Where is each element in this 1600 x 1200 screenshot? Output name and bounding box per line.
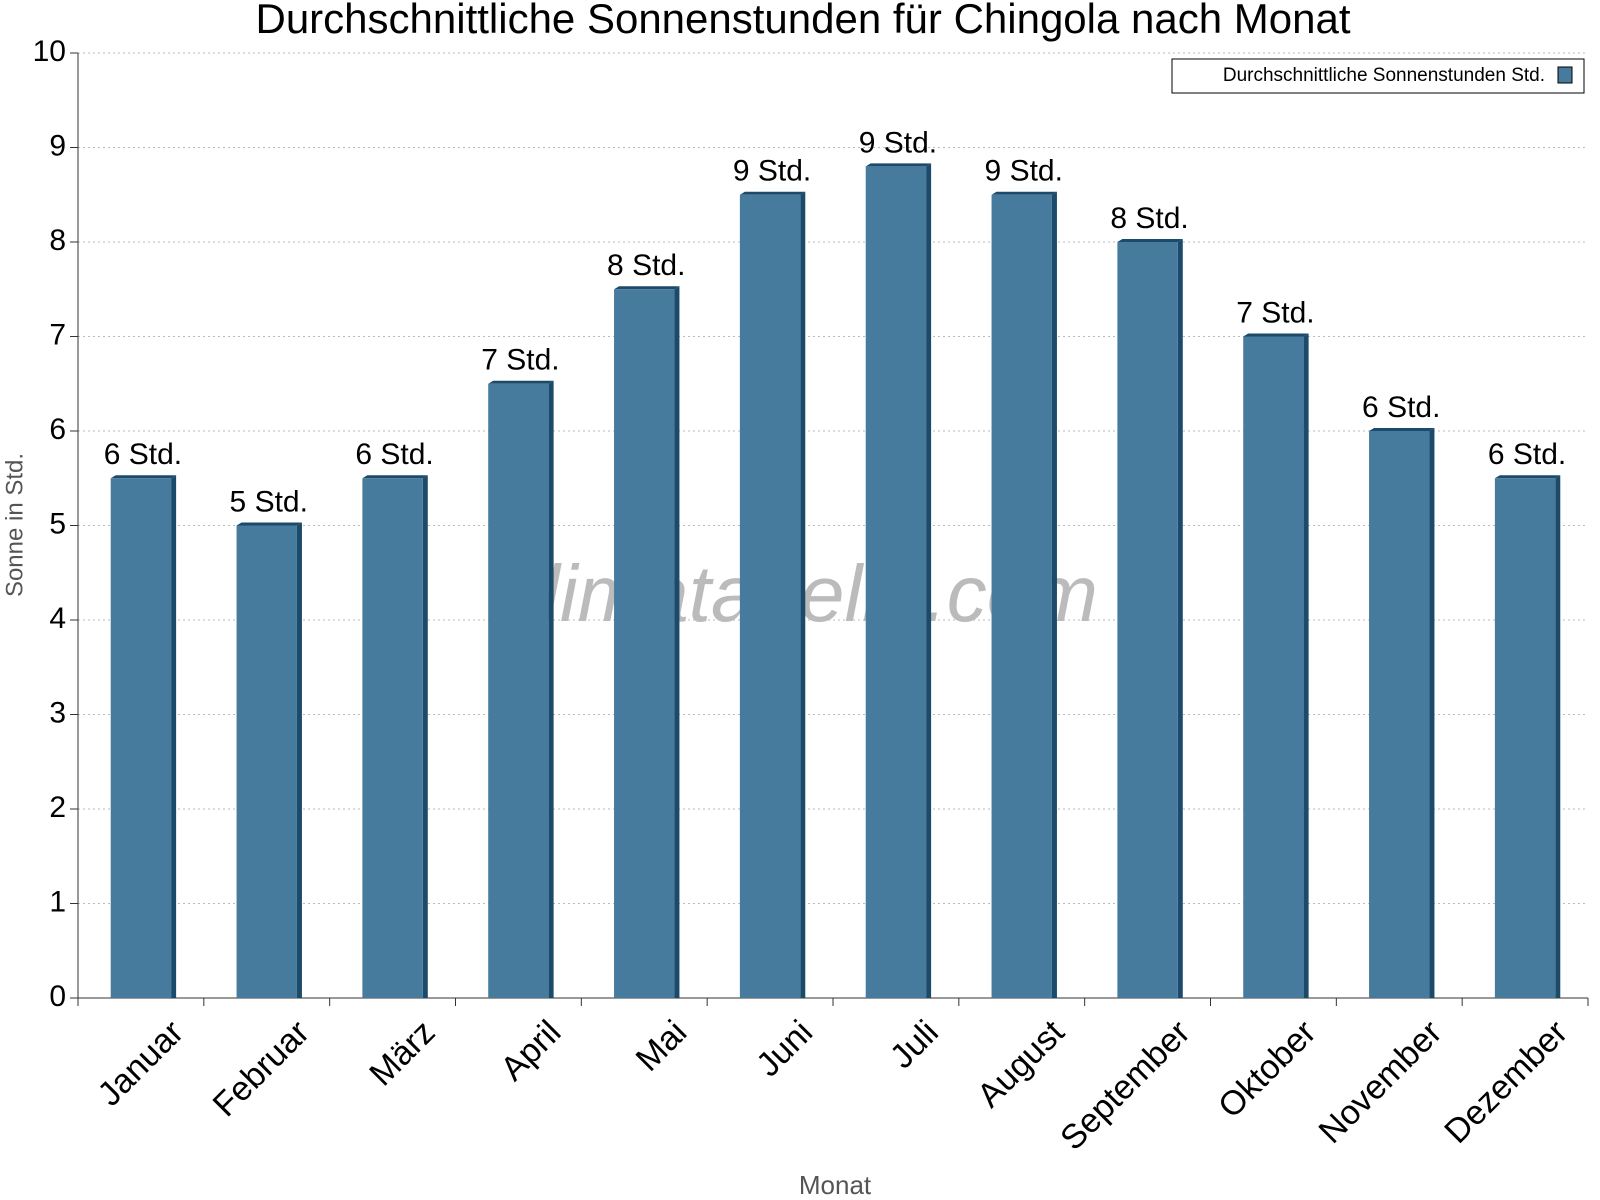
bar-side xyxy=(1555,475,1561,998)
x-tick-label: Dezember xyxy=(1437,1013,1575,1151)
bar-top xyxy=(739,191,806,195)
y-tick-label: 9 xyxy=(49,129,66,162)
x-tick-label: September xyxy=(1053,1013,1197,1157)
value-label: 8 Std. xyxy=(1110,202,1188,235)
y-tick-label: 8 xyxy=(49,224,66,257)
bar-side xyxy=(1051,191,1057,998)
legend-box xyxy=(1171,58,1585,94)
bar-side xyxy=(800,191,806,998)
bar-top xyxy=(1369,428,1435,431)
x-axis-label: Monat xyxy=(799,1170,872,1200)
x-tick-label: Juli xyxy=(883,1013,946,1076)
bar-top xyxy=(362,475,428,479)
y-tick-label: 5 xyxy=(49,507,66,540)
bar xyxy=(488,383,549,998)
value-label: 5 Std. xyxy=(230,485,308,518)
bar-top xyxy=(865,163,932,167)
value-label: 7 Std. xyxy=(1236,296,1314,329)
bar xyxy=(1243,336,1304,998)
y-axis-label: Sonne in Std. xyxy=(1,453,28,597)
bar-side xyxy=(1303,333,1309,998)
bar-top xyxy=(110,475,177,479)
bar-top xyxy=(614,286,680,290)
x-tick-label: Januar xyxy=(91,1013,191,1113)
x-tick-label: April xyxy=(493,1013,568,1088)
y-tick-label: 7 xyxy=(49,318,66,351)
x-tick-label: August xyxy=(970,1013,1072,1115)
bar xyxy=(1494,478,1556,998)
bar-side xyxy=(422,475,428,998)
value-label: 8 Std. xyxy=(607,249,685,282)
value-label: 6 Std. xyxy=(355,438,433,471)
bar-side xyxy=(1429,428,1435,998)
x-tick-label: Oktober xyxy=(1211,1013,1323,1125)
bar-side xyxy=(171,475,177,998)
legend: Durchschnittliche Sonnenstunden Std. xyxy=(1171,58,1585,94)
value-label: 9 Std. xyxy=(733,155,811,188)
value-label: 6 Std. xyxy=(1488,438,1566,471)
bar xyxy=(362,478,423,998)
y-tick-label: 6 xyxy=(49,413,66,446)
bar-top xyxy=(236,522,302,526)
value-label: 6 Std. xyxy=(1362,391,1440,424)
bar-top xyxy=(1494,475,1561,479)
y-tick-label: 4 xyxy=(49,602,66,635)
bar xyxy=(739,194,801,998)
y-tick-label: 3 xyxy=(49,696,66,729)
bar xyxy=(110,478,172,998)
x-tick-label: März xyxy=(362,1013,442,1093)
x-tick-label: Juni xyxy=(749,1013,820,1084)
bar-side xyxy=(296,522,302,998)
bar-top xyxy=(991,191,1057,195)
bar-side xyxy=(1177,239,1183,998)
y-tick-label: 0 xyxy=(49,980,66,1013)
y-tick-label: 10 xyxy=(33,35,66,68)
value-label: 9 Std. xyxy=(985,155,1063,188)
chart-title: Durchschnittliche Sonnenstunden für Chin… xyxy=(255,0,1350,42)
bar xyxy=(991,194,1052,998)
bar xyxy=(1369,431,1430,998)
legend-label: Durchschnittliche Sonnenstunden Std. xyxy=(1223,65,1545,86)
bar-top xyxy=(1117,239,1183,242)
value-label: 9 Std. xyxy=(859,126,937,159)
y-tick-label: 1 xyxy=(49,885,66,918)
value-label: 7 Std. xyxy=(481,344,559,377)
bar-side xyxy=(674,286,680,998)
x-tick-label: Februar xyxy=(206,1013,317,1124)
bar xyxy=(865,166,927,998)
x-tick-label: Mai xyxy=(629,1013,695,1079)
y-tick-label: 2 xyxy=(49,791,66,824)
value-label: 6 Std. xyxy=(104,438,182,471)
bar-side xyxy=(548,380,554,998)
legend-swatch xyxy=(1557,66,1573,84)
bar xyxy=(614,289,675,998)
bar xyxy=(236,525,297,998)
bar-top xyxy=(1243,333,1309,337)
x-tick-label: November xyxy=(1311,1013,1449,1151)
bar-side xyxy=(926,163,932,998)
bar-top xyxy=(488,380,554,384)
bar xyxy=(1117,242,1178,998)
